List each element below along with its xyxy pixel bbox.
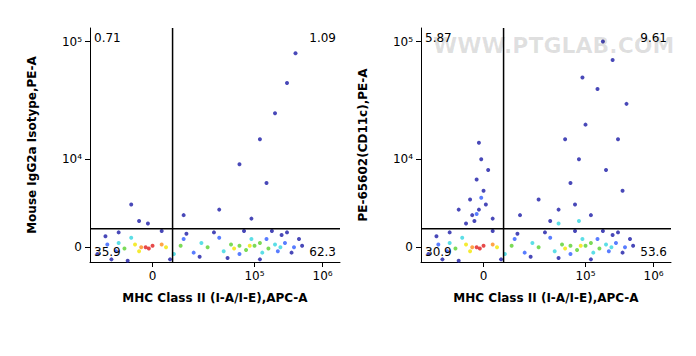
svg-text:10⁵: 10⁵ xyxy=(244,269,264,283)
svg-text:53.6: 53.6 xyxy=(640,245,667,259)
svg-text:MHC Class II (I-A/I-E),APC-A: MHC Class II (I-A/I-E),APC-A xyxy=(453,291,639,305)
svg-text:10⁵: 10⁵ xyxy=(575,269,595,283)
svg-text:PE-65602(CD11c),PE-A: PE-65602(CD11c),PE-A xyxy=(356,68,370,222)
svg-text:5.87: 5.87 xyxy=(425,31,452,45)
svg-text:30.9: 30.9 xyxy=(425,245,452,259)
svg-text:0: 0 xyxy=(149,269,157,283)
svg-text:10⁶: 10⁶ xyxy=(313,269,333,283)
svg-text:0.71: 0.71 xyxy=(94,31,121,45)
svg-text:MHC Class II (I-A/I-E),APC-A: MHC Class II (I-A/I-E),APC-A xyxy=(122,291,308,305)
svg-text:35.9: 35.9 xyxy=(94,245,121,259)
svg-text:0: 0 xyxy=(74,240,82,254)
svg-text:62.3: 62.3 xyxy=(309,245,336,259)
svg-text:0: 0 xyxy=(405,240,413,254)
svg-text:10⁵: 10⁵ xyxy=(393,35,413,49)
svg-text:WWW.PTGLAB.COM: WWW.PTGLAB.COM xyxy=(433,33,674,58)
svg-text:0: 0 xyxy=(480,269,488,283)
svg-text:1.09: 1.09 xyxy=(309,31,336,45)
svg-text:10⁶: 10⁶ xyxy=(644,269,664,283)
svg-text:Mouse IgG2a Isotype,PE-A: Mouse IgG2a Isotype,PE-A xyxy=(25,55,39,233)
svg-text:10⁴: 10⁴ xyxy=(393,152,413,166)
svg-text:10⁵: 10⁵ xyxy=(62,35,82,49)
svg-text:9.61: 9.61 xyxy=(640,31,667,45)
svg-text:10⁴: 10⁴ xyxy=(62,152,82,166)
